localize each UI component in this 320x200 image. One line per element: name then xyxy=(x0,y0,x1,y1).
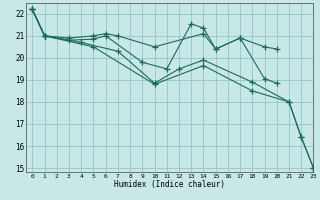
X-axis label: Humidex (Indice chaleur): Humidex (Indice chaleur) xyxy=(114,180,225,189)
